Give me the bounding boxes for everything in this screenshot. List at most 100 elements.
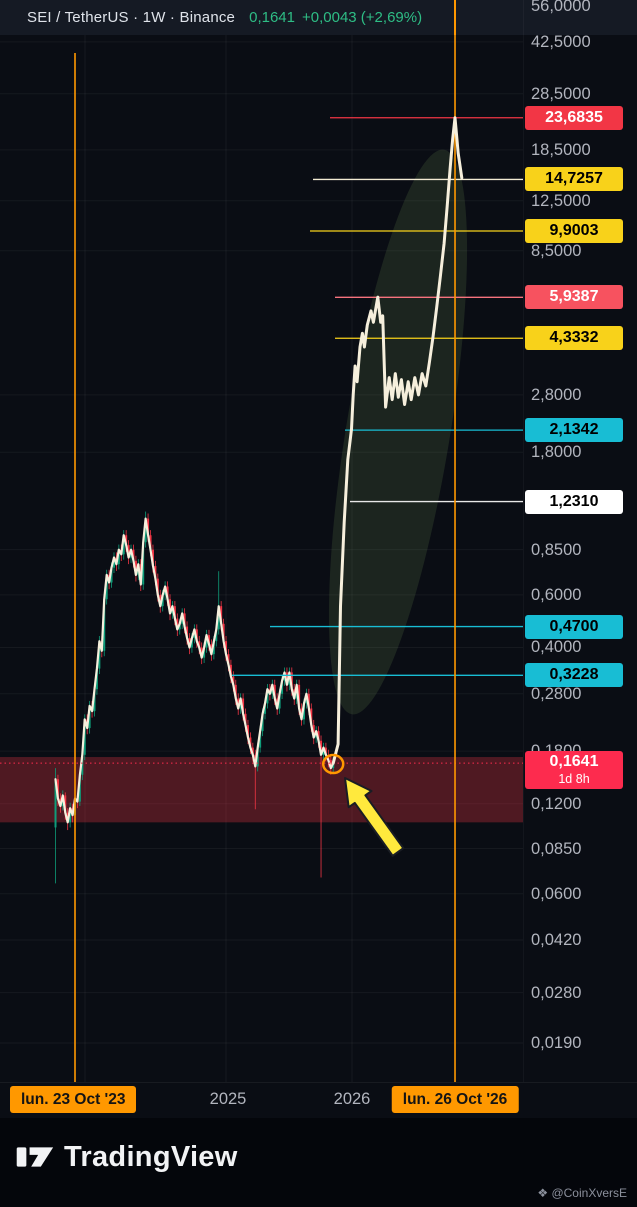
candle-body — [83, 719, 86, 755]
tradingview-logo-icon[interactable] — [16, 1142, 56, 1172]
price-level-badge[interactable]: 9,9003 — [525, 218, 623, 243]
candle-body — [242, 698, 245, 714]
price-level-badge[interactable]: 5,9387 — [525, 285, 623, 310]
candle-body — [103, 599, 106, 651]
year-label: 2025 — [209, 1090, 247, 1108]
candle-body — [222, 623, 225, 642]
candle-body — [220, 606, 223, 624]
price-level-badge[interactable]: 0,4700 — [525, 614, 623, 639]
price-axis-label: 0,0280 — [531, 983, 582, 1002]
candle-body — [81, 754, 84, 775]
candle-body — [324, 747, 327, 755]
price-level-badge[interactable]: 1,2310 — [525, 489, 623, 514]
price-axis-label: 18,5000 — [531, 140, 591, 159]
candle-body — [64, 795, 67, 813]
candle-body — [317, 731, 320, 741]
price-axis-label: 8,5000 — [531, 241, 582, 260]
candle-body — [159, 594, 162, 607]
price-axis-label: 0,0850 — [531, 839, 582, 858]
current-price-badge[interactable]: 0,1641 1d 8h — [525, 751, 623, 790]
candle-body — [156, 578, 159, 595]
watermark-text: @CoinXversE — [551, 1186, 627, 1200]
candle-body — [125, 535, 128, 546]
candle-body — [212, 641, 215, 655]
price-scale[interactable]: 56,0000 42,5000 28,5000 18,5000 12,5000 8,500… — [523, 0, 637, 1117]
candle-body — [281, 680, 284, 694]
candle-body — [144, 518, 147, 543]
price-axis-label: 0,0190 — [531, 1034, 582, 1052]
candle-body — [190, 638, 193, 648]
candle-body — [278, 693, 281, 709]
price-axis-label: 0,0600 — [531, 884, 582, 903]
candle-body — [203, 647, 206, 658]
price-level-badge[interactable]: 4,3332 — [525, 326, 623, 351]
price-axis-label: 1,8000 — [531, 443, 582, 462]
candle-body — [56, 779, 59, 799]
candle-body — [142, 542, 145, 585]
candle-body — [246, 725, 249, 738]
candle-body — [161, 594, 164, 607]
tradingview-wordmark[interactable]: TradingView — [64, 1141, 238, 1173]
chart-legend[interactable]: SEI / TetherUS · 1W · Binance 0,1641 +0,… — [0, 0, 637, 35]
date-badge[interactable]: lun. 26 Oct '26 — [391, 1086, 519, 1113]
supply-zone[interactable] — [0, 757, 523, 823]
candle-body — [307, 693, 310, 709]
candle-body — [198, 641, 201, 648]
price-level-badge[interactable]: 14,7257 — [525, 167, 623, 192]
candle-body — [302, 703, 305, 720]
candle-body — [195, 629, 198, 642]
price-level-badge[interactable]: 2,1342 — [525, 418, 623, 443]
candle-body — [169, 599, 172, 614]
candle-body — [251, 747, 254, 755]
price-level-badge[interactable]: 0,3228 — [525, 663, 623, 688]
candle-body — [117, 549, 120, 565]
chart-canvas[interactable] — [0, 35, 523, 1082]
date-badge[interactable]: lun. 23 Oct '23 — [10, 1086, 137, 1113]
candle-body — [207, 635, 210, 645]
candle-body — [69, 808, 72, 823]
candle-body — [173, 606, 176, 619]
candle-body — [200, 647, 203, 658]
price-line-overlay — [54, 517, 335, 824]
price-level-badge[interactable]: 23,6835 — [525, 105, 623, 130]
logo-seven — [29, 1147, 54, 1167]
candle-body — [151, 549, 154, 566]
year-label: 2026 — [333, 1090, 371, 1108]
candle-body — [225, 641, 228, 655]
price-axis-label: 0,4000 — [531, 638, 582, 657]
candle-body — [264, 703, 267, 714]
price-change: +0,0043 (+2,69%) — [302, 9, 423, 26]
candle-body — [312, 725, 315, 738]
price-axis-label: 42,5000 — [531, 32, 591, 51]
candle-body — [227, 654, 230, 665]
price-axis-label: 0,2800 — [531, 684, 582, 703]
candle-body — [127, 545, 130, 558]
candle-body — [232, 676, 235, 685]
candle-body — [320, 740, 323, 755]
candle-body — [290, 672, 293, 690]
candle-body — [95, 668, 98, 690]
current-price-value: 0,1641 — [549, 753, 599, 771]
projection-highlight-ellipse[interactable] — [300, 141, 495, 722]
candle-body — [249, 737, 252, 748]
price-axis-label: 28,5000 — [531, 84, 591, 103]
candle-body — [186, 626, 189, 639]
candle-body — [166, 586, 169, 600]
candle-body — [310, 708, 313, 726]
price-axis-label: 0,0420 — [531, 931, 582, 950]
candle-body — [98, 641, 101, 669]
watermark: ❖ @CoinXversE — [537, 1186, 627, 1200]
entry-circle[interactable] — [321, 753, 345, 775]
candle-body — [132, 549, 135, 561]
candle-body — [217, 606, 220, 630]
time-scale[interactable]: 2025 2026 lun. 23 Oct '23 lun. 26 Oct '26 — [0, 1082, 637, 1118]
candle-body — [322, 747, 325, 755]
price-axis-label: 56,0000 — [531, 0, 591, 16]
candle-body — [176, 618, 179, 630]
projection-path[interactable] — [331, 116, 464, 765]
candle-body — [234, 684, 237, 699]
candle-body — [285, 672, 288, 685]
annotation-arrow[interactable] — [344, 777, 405, 857]
symbol-title[interactable]: SEI / TetherUS · 1W · Binance — [27, 9, 236, 26]
